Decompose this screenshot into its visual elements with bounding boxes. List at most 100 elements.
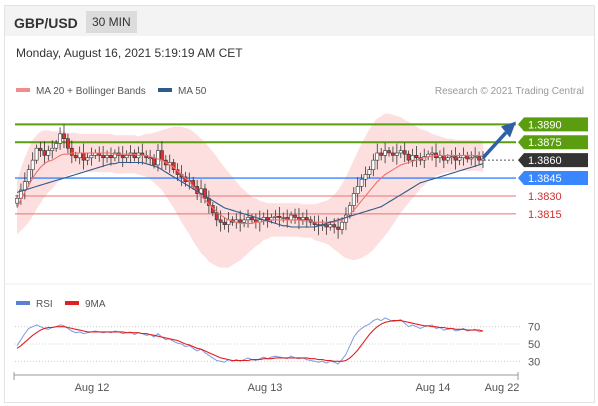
candle-body (30, 159, 35, 171)
candle-body (69, 147, 74, 156)
candle (406, 150, 411, 164)
candle-body (101, 155, 106, 159)
price-tag-bg-0 (518, 117, 588, 132)
candle-body (73, 155, 78, 159)
candle-body (394, 152, 399, 156)
candle (394, 143, 399, 165)
price-label-layer: 1.3890 1.3875 1.3860 1.3845 1.3830 1.3815 (518, 117, 588, 221)
candle-body (367, 169, 372, 175)
x-tick-label-2: Aug 14 (416, 382, 451, 394)
candle-body (449, 156, 454, 159)
x-tick-label-1: Aug 13 (248, 382, 283, 394)
candle-body (387, 150, 391, 154)
legend-label-rsi: RSI (36, 299, 53, 310)
price-tag-bg-2 (518, 153, 588, 168)
candle (85, 152, 90, 166)
forecast-arrow-shaft (481, 131, 508, 159)
candle-body (203, 188, 207, 199)
candle-body (332, 224, 337, 228)
candle-body (473, 156, 478, 159)
candle-body (379, 152, 384, 156)
candle (105, 150, 109, 163)
candle (469, 151, 474, 166)
legend-label-ma20: MA 20 + Bollinger Bands (36, 86, 146, 97)
candle-body (457, 157, 462, 161)
rsi-panel: 70 50 30 (15, 317, 540, 368)
candle-body (289, 214, 294, 221)
price-label-5: 1.3815 (528, 209, 562, 221)
candle-body (441, 155, 446, 161)
candle-body (300, 217, 305, 221)
candle (477, 151, 481, 166)
candle-body (120, 155, 125, 159)
candle (58, 127, 62, 150)
legend-swatch-ma50 (158, 88, 172, 92)
candle (120, 146, 125, 168)
candle-body (112, 152, 117, 159)
candle-body (371, 159, 376, 171)
candle (19, 183, 23, 205)
candle-body (359, 178, 364, 187)
candle-body (109, 155, 113, 159)
candle-body (38, 147, 43, 151)
candle-body (453, 156, 458, 161)
candle-body (81, 152, 86, 161)
candle (30, 152, 35, 178)
candle (109, 147, 113, 166)
candle-body (481, 158, 485, 161)
candle-body (469, 157, 474, 160)
candle-body (293, 214, 297, 218)
candle-body (246, 217, 250, 221)
candle (124, 150, 129, 163)
candle-body (477, 156, 481, 161)
candle (324, 216, 329, 235)
candle-body (218, 219, 223, 223)
candle (50, 140, 55, 159)
candle-body (406, 153, 411, 161)
timeframe-button[interactable]: 30 MIN (86, 11, 137, 33)
candle (293, 208, 297, 224)
price-label-0: 1.3890 (528, 119, 562, 131)
forecast-arrow-head (501, 121, 516, 138)
candle-body (324, 224, 329, 228)
rsi-tick-1: 50 (528, 339, 540, 351)
candle-body (383, 150, 388, 156)
candle (69, 140, 74, 164)
candle (26, 164, 31, 187)
candle (42, 141, 47, 165)
moving-average-layer (16, 152, 484, 228)
candle-body (214, 212, 219, 221)
candle-body (281, 217, 286, 219)
candle-body (402, 150, 407, 155)
candle (481, 151, 485, 169)
candle (238, 210, 243, 232)
candle-body (328, 224, 333, 228)
bollinger-band (17, 113, 483, 268)
candle (218, 210, 223, 232)
candle (375, 143, 380, 170)
candle (265, 209, 270, 228)
candle (62, 124, 66, 148)
rsi-tick-0: 70 (528, 322, 540, 334)
candle (391, 146, 395, 162)
candle-body (34, 147, 39, 161)
candle (277, 206, 282, 227)
candle (242, 214, 247, 228)
rsi-tick-2: 30 (528, 356, 540, 368)
candle-body (363, 174, 368, 180)
candle (281, 212, 286, 223)
candle-body (54, 143, 59, 149)
bollinger-band-layer (17, 113, 483, 268)
candle (132, 149, 137, 162)
candle-body (19, 189, 23, 199)
candle (410, 148, 415, 167)
candle-body (58, 133, 62, 144)
candle-body (89, 155, 94, 159)
candle-body (242, 219, 247, 223)
legend-swatch-9ma (65, 301, 79, 305)
candle-body (159, 150, 164, 161)
candle (457, 152, 462, 166)
candle-body (26, 169, 31, 182)
legend-swatch-rsi (16, 301, 30, 305)
